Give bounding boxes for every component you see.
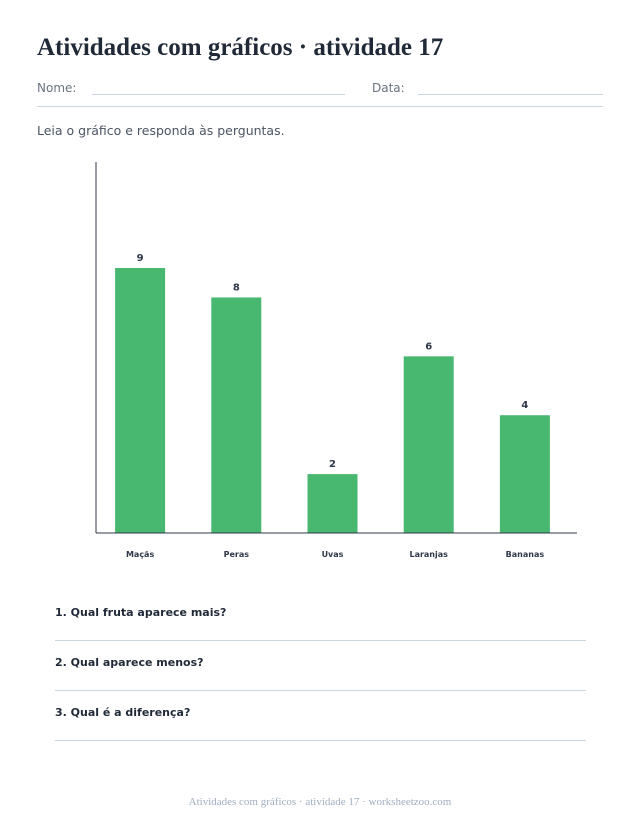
- question-1: 1. Qual fruta aparece mais?: [55, 606, 227, 619]
- category-label-1: Peras: [224, 550, 250, 559]
- footer-text: Atividades com gráficos · atividade 17 ·…: [188, 796, 452, 808]
- bar-2: [307, 474, 358, 533]
- category-label-2: Uvas: [322, 550, 344, 559]
- bar-chart: 9 Maçãs 8 Peras 2 Uvas 6 Laranjas 4 Bananas: [95, 162, 577, 559]
- question-3: 3. Qual é a diferença?: [55, 706, 191, 719]
- name-field[interactable]: [92, 94, 345, 95]
- answer-line-2[interactable]: [55, 690, 586, 691]
- header-divider: [37, 106, 603, 107]
- category-label-4: Bananas: [506, 550, 545, 559]
- name-label: Nome:: [37, 81, 77, 95]
- bar-3: [403, 356, 454, 533]
- date-field[interactable]: [418, 94, 603, 95]
- question-2: 2. Qual aparece menos?: [55, 656, 204, 669]
- value-label-4: 4: [521, 400, 528, 411]
- instruction-text: Leia o gráfico e responda às perguntas.: [37, 123, 285, 138]
- bars-group: 9 Maçãs 8 Peras 2 Uvas 6 Laranjas 4 Bananas: [115, 253, 550, 559]
- category-label-0: Maçãs: [126, 550, 155, 559]
- date-label: Data:: [372, 81, 405, 95]
- value-label-3: 6: [425, 341, 432, 352]
- bar-0: [115, 268, 166, 533]
- value-label-0: 9: [137, 253, 144, 264]
- page-title: Atividades com gráficos · atividade 17: [37, 34, 444, 61]
- bar-4: [499, 415, 550, 533]
- answer-line-3[interactable]: [55, 740, 586, 741]
- value-label-2: 2: [329, 459, 336, 470]
- answer-line-1[interactable]: [55, 640, 586, 641]
- value-label-1: 8: [233, 282, 240, 293]
- category-label-3: Laranjas: [409, 550, 448, 559]
- bar-1: [211, 297, 262, 533]
